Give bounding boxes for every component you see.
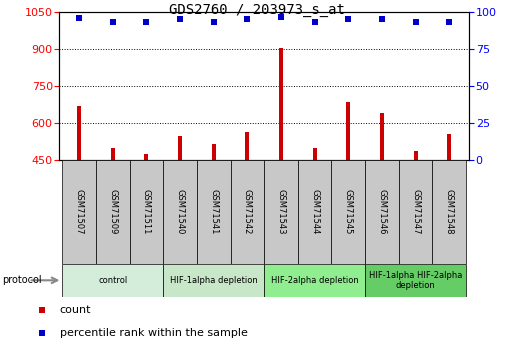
Bar [399, 160, 432, 264]
Bar [178, 136, 182, 160]
Bar [111, 148, 115, 160]
Bar [163, 264, 264, 297]
Bar [63, 160, 96, 264]
Text: GSM71547: GSM71547 [411, 189, 420, 235]
Text: control: control [98, 276, 127, 285]
Text: protocol: protocol [3, 275, 42, 285]
Bar [77, 106, 81, 160]
Bar [331, 160, 365, 264]
Text: GSM71507: GSM71507 [75, 189, 84, 235]
Bar [447, 135, 451, 160]
Bar [346, 102, 350, 160]
Text: GSM71545: GSM71545 [344, 189, 353, 235]
Text: GSM71541: GSM71541 [209, 189, 218, 235]
Bar [230, 160, 264, 264]
Bar [264, 264, 365, 297]
Bar [63, 264, 163, 297]
Bar [145, 154, 148, 160]
Bar [279, 48, 283, 160]
Bar [380, 114, 384, 160]
Bar [365, 160, 399, 264]
Text: HIF-1alpha HIF-2alpha
depletion: HIF-1alpha HIF-2alpha depletion [369, 270, 462, 290]
Text: GSM71511: GSM71511 [142, 189, 151, 235]
Text: HIF-2alpha depletion: HIF-2alpha depletion [271, 276, 359, 285]
Bar [312, 148, 317, 160]
Text: GSM71543: GSM71543 [277, 189, 286, 235]
Text: GDS2760 / 203973_s_at: GDS2760 / 203973_s_at [169, 3, 344, 18]
Bar [432, 160, 466, 264]
Bar [298, 160, 331, 264]
Bar [130, 160, 163, 264]
Bar [245, 132, 249, 160]
Text: GSM71546: GSM71546 [378, 189, 386, 235]
Text: GSM71548: GSM71548 [445, 189, 453, 235]
Bar [413, 150, 418, 160]
Bar [365, 264, 466, 297]
Text: GSM71542: GSM71542 [243, 189, 252, 235]
Text: GSM71509: GSM71509 [108, 189, 117, 235]
Bar [96, 160, 130, 264]
Text: HIF-1alpha depletion: HIF-1alpha depletion [170, 276, 258, 285]
Bar [264, 160, 298, 264]
Bar [212, 144, 216, 160]
Bar [197, 160, 230, 264]
Bar [163, 160, 197, 264]
Text: count: count [60, 305, 91, 315]
Text: percentile rank within the sample: percentile rank within the sample [60, 328, 247, 338]
Text: GSM71540: GSM71540 [175, 189, 185, 235]
Text: GSM71544: GSM71544 [310, 189, 319, 235]
